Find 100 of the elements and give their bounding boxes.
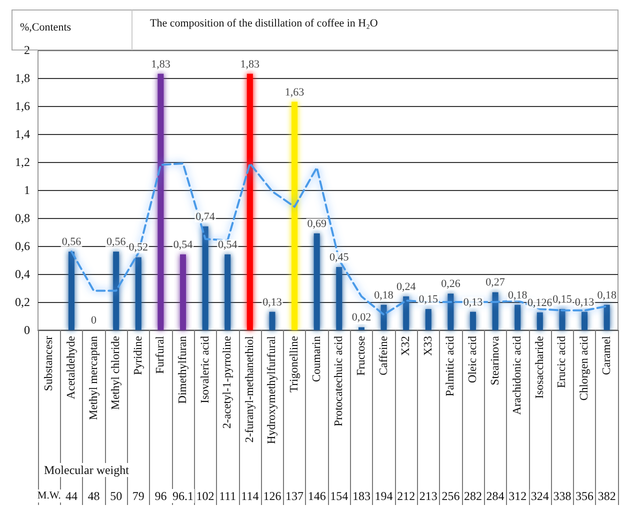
x-tick-label: Substancesr (43, 336, 56, 391)
text: 126 (263, 489, 282, 503)
data-label: 0,18 (508, 289, 528, 302)
text: 79 (132, 489, 144, 503)
x-tick-label: Caffeine (378, 336, 390, 376)
y-tick-label: 1,2 (15, 155, 30, 169)
bar (113, 252, 120, 330)
text: 96.1 (172, 489, 194, 503)
text: Molecular weight (44, 463, 130, 477)
bar (559, 309, 566, 330)
x-tick-label: 2-acetyl-1-pyrroline (222, 336, 234, 429)
data-label: 0,54 (173, 238, 194, 251)
data-label: 0,56 (62, 236, 82, 248)
text: 102 (196, 489, 214, 503)
bar (536, 312, 543, 330)
text: 194 (374, 489, 393, 503)
bar (448, 294, 454, 330)
text: 213 (419, 489, 438, 503)
text: 146 (308, 489, 326, 503)
bar (336, 267, 342, 330)
y-tick-label: 1,8 (15, 71, 30, 85)
text: 154 (330, 489, 348, 503)
text: 338 (553, 489, 572, 503)
y-axis-title: %,Contents (20, 22, 72, 34)
text: 50 (110, 489, 122, 503)
x-tick-label: Palmitic acid (444, 336, 457, 396)
x-tick-label: Chlorgen acid (578, 336, 591, 401)
y-tick-label: 0 (24, 323, 30, 337)
text: 114 (241, 489, 259, 503)
data-label: 0,24 (396, 280, 416, 293)
bar (492, 292, 498, 330)
bar (292, 102, 298, 330)
x-tick-label: Oleic acid (467, 336, 479, 383)
x-tick-label: Hydroxymethylfurfural (266, 336, 278, 444)
bar (224, 254, 231, 330)
bar (135, 257, 142, 330)
text: 137 (286, 489, 304, 503)
x-tick-label: Furfural (154, 336, 167, 374)
x-tick-label: Coumarin (310, 336, 323, 382)
data-label: 0,27 (486, 276, 506, 289)
y-tick-label: 1,6 (15, 99, 30, 113)
text: 312 (508, 489, 527, 503)
data-label: 0,45 (330, 252, 350, 264)
text: 256 (442, 489, 460, 503)
text: 356 (576, 489, 594, 503)
data-label: 0,126 (528, 296, 553, 309)
bar (380, 304, 387, 330)
data-label: 0,13 (574, 296, 595, 308)
data-label: 0 (91, 314, 98, 326)
text: 282 (464, 489, 482, 503)
y-tick-label: 0,8 (15, 211, 30, 225)
bar (202, 226, 208, 330)
x-tick-label: Isosaccharide (534, 336, 546, 399)
y-tick-label: 0,6 (15, 239, 30, 253)
text: 212 (397, 489, 416, 503)
text: 96 (154, 489, 167, 503)
data-label: 0,15 (418, 294, 439, 306)
x-tick-label: Caramel (600, 336, 613, 375)
data-label: 0,26 (441, 278, 461, 290)
x-tick-label: Methyl chloride (110, 336, 122, 410)
data-label: 1,83 (240, 58, 260, 70)
data-label: 0,69 (307, 218, 327, 230)
x-tick-label: 2-furanyl-methanethiol (244, 336, 256, 443)
bar (582, 312, 588, 330)
bar (514, 304, 521, 330)
data-label: 0,02 (352, 312, 372, 324)
bar (470, 312, 476, 330)
bar (246, 74, 253, 330)
x-tick-label: Arachidonic acid (512, 336, 524, 415)
bar (314, 233, 320, 330)
text: 183 (352, 489, 370, 503)
x-tick-label: Dimethylfuran (177, 336, 189, 404)
data-label: 0,54 (218, 238, 238, 251)
data-label: 0,18 (597, 289, 617, 302)
x-tick-label: Pyridine (132, 336, 144, 375)
x-tick-label: Acetaldehyde (65, 336, 78, 400)
text: 324 (530, 489, 549, 503)
x-tick-label: Trigonelline (288, 336, 301, 392)
x-tick-label: Protocatechuic acid (333, 336, 346, 426)
data-label: 1,83 (151, 58, 171, 70)
text: 44 (65, 489, 78, 503)
text: 284 (486, 489, 504, 503)
data-label: 0,52 (128, 242, 148, 254)
data-label: 0,15 (552, 294, 572, 306)
text: 111 (219, 489, 236, 503)
y-tick-label: 0,4 (15, 267, 30, 281)
bar (425, 309, 432, 330)
data-label: 0,56 (106, 236, 126, 248)
y-tick-label: 0,2 (15, 295, 30, 309)
data-label: 0,74 (196, 210, 216, 223)
x-tick-label: Methyl mercaptan (88, 336, 100, 420)
bar (180, 254, 186, 330)
chart-title: The composition of the distillation of coffee in H₂O (150, 18, 378, 30)
x-tick-label: X33 (422, 336, 434, 356)
data-label: 0,18 (374, 289, 394, 302)
data-label: 0,13 (262, 296, 282, 308)
bar (604, 304, 610, 330)
bar (403, 296, 410, 330)
x-tick-label: X32 (400, 336, 412, 356)
bar (158, 74, 164, 330)
